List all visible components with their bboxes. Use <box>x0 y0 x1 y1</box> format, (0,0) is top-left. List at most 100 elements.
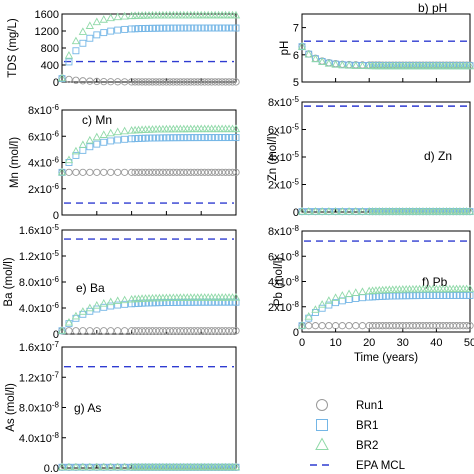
run1-point <box>131 168 139 176</box>
run1-point <box>228 327 237 335</box>
run1-point <box>358 322 367 330</box>
run1-point <box>190 327 198 335</box>
run1-point <box>120 327 129 335</box>
legend-swatch-run1 <box>316 399 328 411</box>
y-tick-label: 0 <box>293 327 299 339</box>
br1-point <box>128 300 136 308</box>
br2-point <box>179 124 188 133</box>
br2-point <box>151 124 161 133</box>
run1-point <box>204 78 212 86</box>
br2-point <box>85 303 94 312</box>
run1-point <box>138 78 146 86</box>
run1-point <box>338 322 346 330</box>
br1-point <box>229 298 236 306</box>
br1-point <box>58 75 66 83</box>
run1-point <box>180 78 188 86</box>
br1-point <box>176 298 184 306</box>
run1-point <box>207 327 216 335</box>
panel-label: f) Pb <box>422 275 448 289</box>
br2-point <box>324 207 334 215</box>
run1-point <box>162 327 171 335</box>
run1-point <box>221 78 230 86</box>
legend-item-mcl: EPA MCL <box>310 460 406 472</box>
br2-point <box>78 140 88 149</box>
run1-point <box>176 327 184 335</box>
br2-point <box>64 462 74 471</box>
panel-pb: 0 2x10-8 4x10-8 6x10-8 8x10-8 0 10 20 30 40 50 Pb (… <box>268 224 474 364</box>
run1-point <box>159 327 167 335</box>
y-tick-label: 4.0x10-6 <box>19 301 60 315</box>
br1-point <box>72 47 80 55</box>
br1-point <box>183 24 191 32</box>
br1-point <box>149 299 156 307</box>
run1-point <box>204 168 212 176</box>
y-tick-label: 8.0x10-8 <box>19 401 60 415</box>
y-tick-label: 2x10-6 <box>28 182 60 196</box>
br2-point <box>130 11 140 19</box>
y-tick-label: 8.0x10-6 <box>19 275 60 289</box>
run1-point <box>65 327 73 335</box>
run1-point <box>214 168 223 176</box>
br2-point <box>169 124 178 133</box>
br2-point <box>338 60 347 69</box>
y-tick-label: 1.2x10-5 <box>19 249 60 263</box>
run1-point <box>201 327 209 335</box>
br1-point <box>215 24 223 32</box>
br2-point <box>324 296 334 304</box>
br1-point <box>145 24 153 32</box>
br1-point <box>225 24 233 32</box>
br2-point <box>92 132 101 141</box>
br1-point <box>232 134 240 142</box>
run1-point <box>72 327 80 335</box>
run1-point <box>207 168 216 176</box>
br1-point <box>159 24 167 32</box>
run1-point <box>145 327 153 335</box>
br2-point <box>155 124 164 133</box>
run1-point <box>225 168 233 176</box>
br1-point <box>135 25 143 33</box>
y-tick-label: 8x10-6 <box>28 103 60 117</box>
br1-point <box>208 24 216 32</box>
panel-ba: 0 4.0x10-6 8.0x10-6 1.2x10-5 1.6x10-5 Ba (mol… <box>3 223 241 341</box>
y-tick-label: 1200 <box>35 26 59 38</box>
run1-point <box>107 78 115 86</box>
y-tick-label: 4x10-8 <box>268 275 300 289</box>
br2-point <box>92 17 101 26</box>
legend-item-run1: Run1 <box>316 399 384 412</box>
run1-point <box>462 322 471 330</box>
run1-point <box>127 168 136 176</box>
br2-point <box>324 59 334 67</box>
br1-point <box>100 303 108 311</box>
run1-point <box>166 168 174 176</box>
br2-point <box>318 57 327 65</box>
br2-point <box>148 10 157 19</box>
run1-point <box>152 327 160 335</box>
run1-point <box>218 168 226 176</box>
br1-point <box>194 134 202 142</box>
run1-point <box>152 168 160 176</box>
br1-point <box>93 31 101 39</box>
run1-point <box>187 327 195 335</box>
legend-swatch-br2 <box>315 437 329 450</box>
br1-point <box>345 296 353 303</box>
br2-point <box>92 462 101 471</box>
br1-point <box>121 135 129 143</box>
br2-point <box>106 128 115 137</box>
run1-point <box>162 168 171 176</box>
br2-point <box>224 124 234 133</box>
br1-point <box>152 24 160 32</box>
br2-point <box>221 124 230 133</box>
br1-point <box>208 298 216 306</box>
br1-point <box>138 134 146 142</box>
br2-point <box>231 10 241 19</box>
br2-point <box>113 12 122 21</box>
series-run1 <box>58 168 240 176</box>
br1-point <box>100 138 108 146</box>
br2-point <box>231 124 241 133</box>
y-tick-label: 7 <box>293 23 299 35</box>
series-run1 <box>298 322 474 330</box>
y-tick-label: 800 <box>41 43 59 55</box>
run1-point <box>93 168 101 176</box>
run1-point <box>72 76 80 84</box>
